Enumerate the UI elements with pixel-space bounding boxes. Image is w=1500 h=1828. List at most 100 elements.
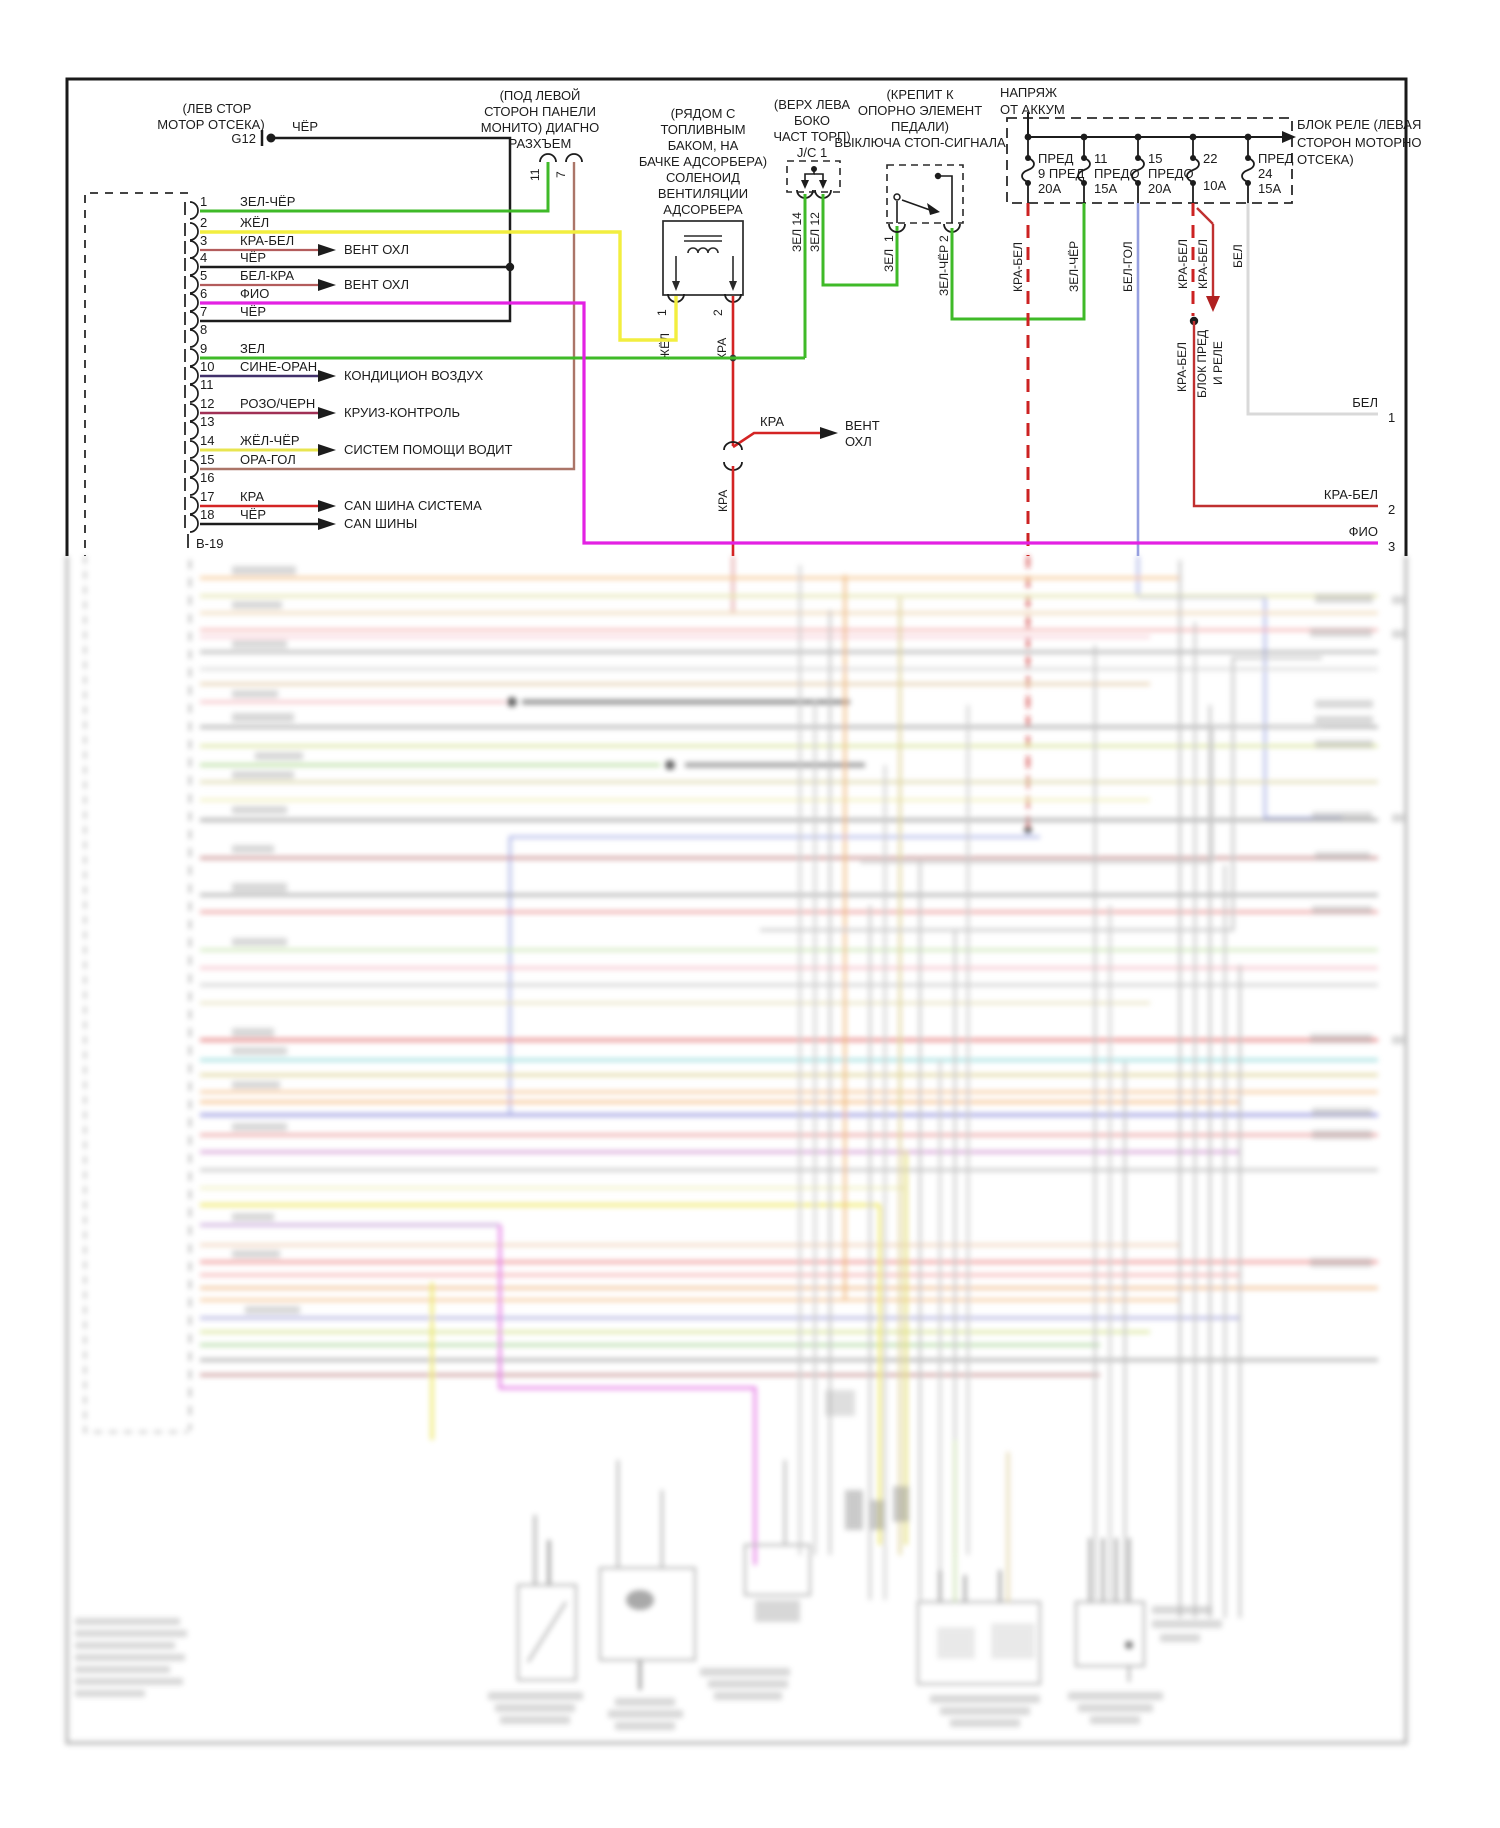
vent-line2: ОХЛ [845, 434, 872, 449]
fuse9-line1: ПРЕД [1038, 151, 1074, 166]
pin-color-label: ЧЁР [240, 304, 266, 319]
sw-wire2-label: ЗЕЛ-ЧЁР [937, 245, 951, 296]
sw-pin1-terminal [888, 223, 906, 233]
wire-fuse22-branch [1196, 207, 1214, 225]
fuse9-line3: 20А [1038, 181, 1061, 196]
jc-label-3: ЧАСТ ТОРП) [773, 129, 850, 144]
wire-cher-g12 [200, 136, 512, 323]
jc-label-2: БОКО [794, 113, 830, 128]
sw-label-1: (КРЕПИТ К [886, 87, 953, 102]
right-edge-rows: БЕЛ 1 КРА-БЕЛ 2 ФИО 3 [1324, 395, 1395, 554]
wire-fuse24-bel [1246, 203, 1378, 416]
diag-label-3: МОНИТО) ДИАГНО [481, 120, 599, 135]
pin-number: 18 [200, 507, 214, 522]
wire-pin2-zhel [200, 230, 678, 342]
right-row3-number: 3 [1388, 539, 1395, 554]
power-label-2: ОТ АККУМ [1000, 102, 1065, 117]
right-row2-number: 2 [1388, 502, 1395, 517]
sol-label-1: (РЯДОМ С [671, 106, 736, 121]
arrow-kra-vent [820, 427, 838, 439]
fuse24-line1: ПРЕД [1258, 151, 1294, 166]
ecu-pin-terminals [184, 201, 199, 548]
relay-block-line3: ОТСЕКА) [1297, 152, 1354, 167]
fuse24-wire-label: БЕЛ [1231, 244, 1245, 268]
diag-label-1: (ПОД ЛЕВОЙ [500, 88, 581, 103]
fuse11-line2: ПРЕДО [1094, 166, 1140, 181]
sol-wire1-label: ЖЁЛ [658, 333, 672, 360]
sol-wire2-label: КРА [715, 338, 729, 360]
junction-dot-black [505, 262, 515, 272]
vent-line1: ВЕНТ [845, 418, 880, 433]
pin-number: 5 [200, 268, 207, 283]
diag-label-4: РАЗХЪЕМ [509, 136, 572, 151]
pin-number: 14 [200, 433, 214, 448]
jc-label-1: (ВЕРХ ЛЕВА [774, 97, 850, 112]
fuse-15: 15 ПРЕДО 20А [1131, 137, 1194, 203]
pin-color-label: БЕЛ-КРА [240, 268, 294, 283]
sw-label-2: ОПОРНО ЭЛЕМЕНТ [858, 103, 982, 118]
pin-number: 13 [200, 414, 214, 429]
diag-pin7-number: 7 [554, 171, 568, 178]
pin-color-label: КРА-БЕЛ [240, 233, 294, 248]
relay-block-line2: СТОРОН МОТОРНО [1297, 135, 1422, 150]
g12-location-line1: (ЛЕВ СТОР [183, 101, 252, 116]
target-vent-ohl-2: ВЕНТ ОХЛ [344, 277, 409, 292]
target-cruise: КРУИЗ-КОНТРОЛЬ [344, 405, 460, 420]
target-ac: КОНДИЦИОН ВОЗДУХ [344, 368, 484, 383]
right-row3-wire: ФИО [1349, 524, 1378, 539]
diag-pin11-number: 11 [528, 168, 542, 181]
sol-label-7: АДСОРБЕРА [663, 202, 743, 217]
pin-color-label: ЧЁР [240, 250, 266, 265]
ground-g12: (ЛЕВ СТОР МОТОР ОТСЕКА) G12 ЧЁР [157, 101, 318, 146]
splice-upper [723, 441, 743, 451]
sol-label-5: СОЛЕНОИД [666, 170, 740, 185]
wire-kra-branch [732, 431, 820, 449]
fuse15-wire-label: БЕЛ-ГОЛ [1121, 241, 1135, 292]
fuse11-line1: 11 [1094, 151, 1108, 166]
fuse24-line2: 24 [1258, 166, 1272, 181]
pin-color-label: ЗЕЛ [240, 341, 265, 356]
sw-body [886, 164, 964, 224]
wire-pin1-zel-cher [200, 162, 550, 213]
diag-pin11-terminal [539, 153, 557, 163]
sw-pin1-number: 1 [882, 235, 896, 242]
fuse-block: НАПРЯЖ ОТ АККУМ ПРЕД 9 ПРЕД 20А 11 ПРЕДО [1000, 85, 1422, 204]
sw-label-4: ВЫКЛЮЧА СТОП-СИГНАЛА [834, 135, 1006, 150]
pin-color-label: ОРА-ГОЛ [240, 452, 296, 467]
fuse11-wire-label: ЗЕЛ-ЧЁР [1067, 241, 1081, 292]
sw-label-3: ПЕДАЛИ) [891, 119, 949, 134]
ecu-connector-b19: 1 ЗЕЛ-ЧЁР 2 ЖЁЛ 3 КРА-БЕЛ 4 ЧЁР 5 БЕЛ-КРА 6 ФИ… [84, 192, 317, 556]
sol-coil [687, 247, 719, 254]
sol-label-2: ТОПЛИВНЫМ [660, 122, 745, 137]
target-can-system: CAN ШИНА СИСТЕМА [344, 498, 482, 513]
page-border [65, 77, 1408, 556]
fuse22-wire-label-a: КРА-БЕЛ [1176, 239, 1190, 289]
pin-color-label: ЧЁР [240, 507, 266, 522]
diag-pin7-terminal [565, 153, 583, 163]
pin-color-label: ЖЁЛ [240, 215, 269, 230]
pin-color-label: ЗЕЛ-ЧЁР [240, 194, 295, 209]
pin-color-label: ЖЁЛ-ЧЁР [240, 433, 300, 448]
fuse-11: 11 ПРЕДО 15А [1077, 137, 1140, 203]
pin-number: 9 [200, 341, 207, 356]
fuse15-line2: ПРЕДО [1148, 166, 1194, 181]
pin-number: 7 [200, 304, 207, 319]
relay-block-line1: БЛОК РЕЛЕ (ЛЕВАЯ [1297, 117, 1421, 132]
sol-label-4: БАЧКЕ АДСОРБЕРА) [639, 154, 767, 169]
pin-number: 4 [200, 250, 207, 265]
target-assist: СИСТЕМ ПОМОЩИ ВОДИТ [344, 442, 512, 457]
pin-number: 10 [200, 359, 214, 374]
right-row1-number: 1 [1388, 410, 1395, 425]
sol-label-6: ВЕНТИЛЯЦИИ [658, 186, 748, 201]
fuse11-line3: 15А [1094, 181, 1117, 196]
ecu-body-outline [84, 192, 188, 556]
fuse15-line1: 15 [1148, 151, 1162, 166]
fuse24-line3: 15А [1258, 181, 1281, 196]
fuse9-line2: 9 ПРЕД [1038, 166, 1085, 181]
ecu-arrow-wires: ВЕНТ ОХЛ ВЕНТ ОХЛ КОНДИЦИОН ВОЗДУХ КРУИЗ… [200, 242, 512, 531]
to-block-line1: БЛОК ПРЕД [1195, 330, 1209, 398]
fuse22-line1: 22 [1203, 151, 1217, 166]
fuse-22: 22 10А [1186, 137, 1226, 203]
pin-color-label: СИНЕ-ОРАН [240, 359, 317, 374]
sol-body [662, 220, 744, 296]
